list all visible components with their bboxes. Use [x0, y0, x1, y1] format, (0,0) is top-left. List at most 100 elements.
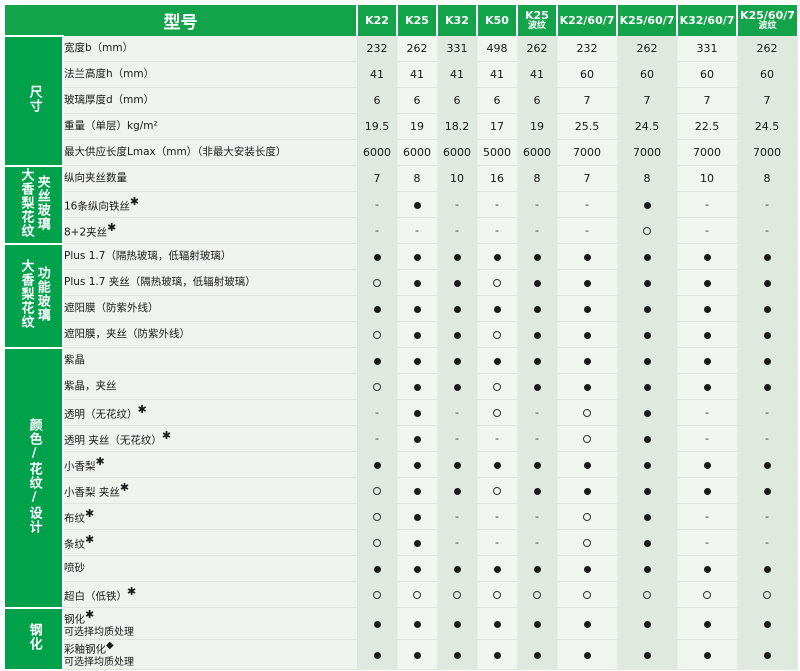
- row-label: 紫晶: [63, 347, 358, 374]
- filled-dot-icon: [583, 620, 591, 628]
- data-cell: [517, 347, 558, 374]
- data-value: 6: [437, 87, 478, 114]
- filled-dot-icon: [413, 331, 421, 339]
- data-value: 16: [477, 165, 518, 192]
- filled-dot-icon: [763, 487, 771, 495]
- filled-dot-icon: [583, 279, 591, 287]
- filled-dot-icon: [533, 461, 541, 469]
- row-label-text: 法兰高度h（mm）: [64, 67, 155, 80]
- data-cell: -: [437, 425, 478, 452]
- data-cell: [397, 399, 438, 426]
- data-cell: [397, 191, 438, 218]
- data-value: 60: [617, 61, 678, 88]
- filled-dot-icon: [643, 513, 651, 521]
- data-cell: [517, 581, 558, 608]
- data-cell: [517, 295, 558, 322]
- data-cell: [617, 529, 678, 556]
- dash-marker: -: [705, 198, 709, 211]
- dash-marker: -: [495, 432, 499, 445]
- data-cell: [737, 581, 798, 608]
- section-label-text: 颜色/花纹/设计: [26, 417, 42, 534]
- data-cell: [677, 321, 738, 348]
- data-cell: [357, 451, 398, 478]
- data-cell: -: [677, 529, 738, 556]
- section-label-2: 夹丝玻璃 大香梨花纹: [5, 164, 64, 245]
- data-value: 262: [397, 36, 438, 62]
- data-cell: [557, 269, 618, 296]
- table-row: 遮阳膜（防紫外线）: [5, 295, 798, 322]
- table-row: 颜色/花纹/设计 紫晶: [5, 346, 798, 609]
- data-value: 5000: [477, 139, 518, 166]
- data-value: 331: [437, 36, 478, 62]
- filled-dot-icon: [413, 279, 421, 287]
- table-row: 紫晶，夹丝: [5, 373, 798, 400]
- data-cell: [517, 373, 558, 400]
- data-cell: -: [437, 529, 478, 556]
- dash-marker: -: [455, 510, 459, 523]
- row-label: 钢化✱ 可选择均质处理: [63, 607, 358, 641]
- table-row: 小香梨✱: [5, 451, 798, 478]
- data-cell: [557, 243, 618, 270]
- filled-dot-icon: [533, 253, 541, 261]
- row-label-subtext: 可选择均质处理: [64, 626, 134, 638]
- header-col-name: K25/60/7: [740, 9, 795, 22]
- data-cell: [437, 373, 478, 400]
- dash-marker: -: [375, 406, 379, 419]
- data-value: 41: [437, 61, 478, 88]
- row-label-text: 彩釉钢化: [64, 643, 106, 656]
- table-row: 条纹✱ - - - - -: [5, 529, 798, 556]
- data-cell: [437, 451, 478, 478]
- row-label: 最大供应长度Lmax（mm）（非最大安装长度）: [63, 139, 358, 166]
- data-cell: [737, 243, 798, 270]
- section-label-1: 尺寸: [5, 35, 64, 167]
- row-label: 喷砂: [63, 555, 358, 582]
- filled-dot-icon: [643, 487, 651, 495]
- data-cell: [737, 269, 798, 296]
- filled-dot-icon: [453, 620, 461, 628]
- dash-marker: -: [765, 536, 769, 549]
- filled-dot-icon: [373, 565, 381, 573]
- data-cell: [437, 295, 478, 322]
- row-label-text: 最大供应长度Lmax（mm）（非最大安装长度）: [64, 145, 287, 158]
- dash-marker: -: [535, 406, 539, 419]
- row-label: 条纹✱: [63, 529, 358, 556]
- header-col-name: K22/60/7: [559, 13, 615, 27]
- data-value: 6000: [437, 139, 478, 166]
- spec-sheet: 型号 K22 K25 K32 K50 K25 波纹 K22/60/7 K25/60/7 K32/…: [0, 5, 800, 671]
- data-cell: [557, 607, 618, 641]
- filled-dot-icon: [453, 651, 461, 659]
- row-label: 纵向夹丝数量: [63, 165, 358, 192]
- data-value: 18.2: [437, 113, 478, 140]
- data-value: 41: [477, 61, 518, 88]
- dash-marker: -: [585, 198, 589, 211]
- data-cell: [617, 425, 678, 452]
- filled-dot-icon: [493, 357, 501, 365]
- data-cell: [397, 529, 438, 556]
- filled-dot-icon: [413, 651, 421, 659]
- row-label-text: 遮阳膜，夹丝（防紫外线）: [64, 327, 190, 340]
- section-label-text: 尺寸: [26, 84, 42, 113]
- data-cell: [677, 607, 738, 641]
- data-cell: [357, 321, 398, 348]
- row-label: 玻璃厚度d（mm）: [63, 87, 358, 114]
- dash-marker: -: [585, 224, 589, 237]
- data-cell: [397, 503, 438, 530]
- data-cell: [477, 639, 518, 671]
- data-cell: [737, 347, 798, 374]
- data-cell: [617, 451, 678, 478]
- filled-dot-icon: [583, 331, 591, 339]
- data-value: 60: [557, 61, 618, 88]
- filled-dot-icon: [583, 357, 591, 365]
- filled-dot-icon: [763, 331, 771, 339]
- data-cell: [437, 607, 478, 641]
- row-label-text: 宽度b（mm）: [64, 41, 134, 54]
- table-row: 法兰高度h（mm） 41 41 41 41 41 60 60 60 60: [5, 61, 798, 88]
- filled-dot-icon: [643, 305, 651, 313]
- filled-dot-icon: [493, 651, 501, 659]
- asterisk-icon: ✱: [129, 195, 140, 209]
- data-cell: [477, 243, 518, 270]
- data-value: 232: [557, 36, 618, 62]
- data-value: 8: [517, 165, 558, 192]
- filled-dot-icon: [643, 279, 651, 287]
- open-dot-icon: [493, 591, 501, 599]
